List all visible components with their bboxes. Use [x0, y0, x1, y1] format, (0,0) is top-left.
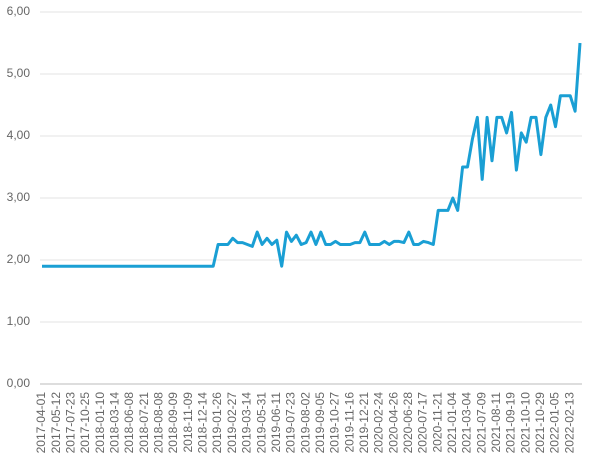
y-tick-label: 4,00	[7, 128, 31, 142]
x-tick-label: 2018-12-14	[196, 392, 210, 454]
x-tick-label: 2018-09-09	[166, 392, 180, 454]
x-tick-label: 2021-01-04	[445, 392, 459, 454]
x-tick-label: 2019-09-05	[313, 392, 327, 454]
x-tick-label: 2021-09-19	[504, 392, 518, 454]
x-tick-label: 2021-10-10	[518, 392, 532, 454]
x-tick-label: 2019-11-16	[342, 392, 356, 453]
x-tick-label: 2017-04-01	[34, 392, 48, 454]
x-tick-label: 2017-07-23	[64, 392, 78, 454]
x-tick-label: 2018-11-09	[181, 392, 195, 453]
x-tick-label: 2019-07-23	[284, 392, 298, 454]
x-tick-label: 2018-07-21	[137, 392, 151, 454]
x-tick-label: 2020-04-26	[386, 392, 400, 454]
y-tick-label: 0,00	[7, 376, 31, 390]
y-tick-label: 3,00	[7, 190, 31, 204]
x-tick-label: 2021-03-04	[460, 392, 474, 454]
x-tick-label: 2019-02-27	[225, 392, 239, 454]
x-tick-label: 2017-10-25	[78, 392, 92, 454]
x-tick-label: 2020-06-28	[401, 392, 415, 454]
x-tick-label: 2019-01-26	[210, 392, 224, 454]
x-tick-label: 2021-08-11	[489, 392, 503, 453]
x-tick-label: 2021-10-29	[533, 392, 547, 454]
x-tick-label: 2019-03-14	[240, 392, 254, 454]
x-tick-label: 2022-01-05	[548, 392, 562, 454]
x-tick-label: 2018-08-08	[152, 392, 166, 454]
x-tick-label: 2020-11-21	[430, 392, 444, 453]
y-tick-label: 2,00	[7, 252, 31, 266]
x-tick-label: 2019-05-31	[254, 392, 268, 454]
x-tick-label: 2020-02-24	[372, 392, 386, 454]
x-tick-label: 2022-02-13	[562, 392, 576, 454]
x-tick-label: 2019-10-27	[328, 392, 342, 454]
x-tick-label: 2018-06-08	[122, 392, 136, 454]
x-tick-label: 2019-12-21	[357, 392, 371, 454]
y-tick-label: 6,00	[7, 4, 31, 18]
x-tick-label: 2018-01-10	[93, 392, 107, 454]
y-tick-label: 1,00	[7, 314, 31, 328]
series-line	[42, 42, 582, 268]
x-tick-label: 2019-06-11	[269, 392, 283, 453]
x-tick-label: 2021-07-09	[474, 392, 488, 454]
y-tick-label: 5,00	[7, 66, 31, 80]
x-tick-label: 2020-07-17	[416, 392, 430, 454]
x-tick-label: 2018-03-14	[108, 392, 122, 454]
x-tick-label: 2017-05-12	[49, 392, 63, 454]
x-tick-label: 2019-08-02	[298, 392, 312, 454]
